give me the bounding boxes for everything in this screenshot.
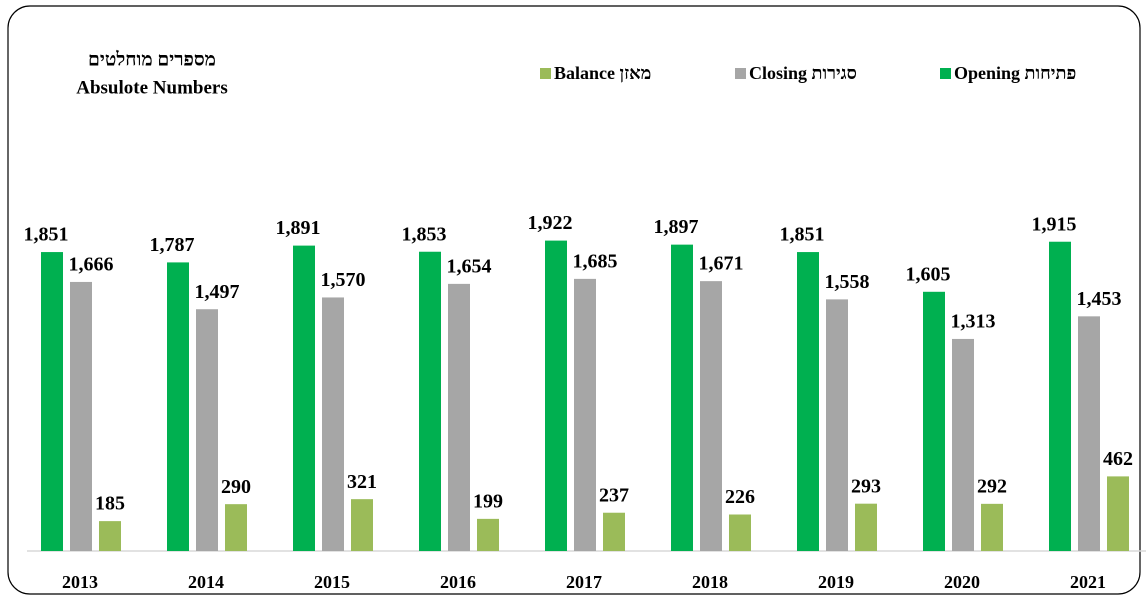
x-tick-label: 2014 — [188, 572, 224, 592]
data-label: 293 — [851, 475, 881, 497]
x-tick-label: 2019 — [818, 572, 854, 592]
bar — [1078, 316, 1100, 551]
data-label: 321 — [347, 471, 377, 493]
data-label: 1,851 — [24, 224, 69, 246]
bar — [1107, 476, 1129, 551]
bar — [574, 278, 596, 551]
data-label: 199 — [473, 490, 503, 512]
data-label: 237 — [599, 484, 629, 506]
bar — [671, 244, 693, 551]
data-label: 1,787 — [150, 234, 195, 256]
data-label: 1,897 — [654, 216, 699, 238]
bar — [700, 281, 722, 551]
bar — [729, 514, 751, 551]
x-tick-label: 2017 — [566, 572, 602, 592]
bar — [797, 252, 819, 551]
data-label: 185 — [95, 493, 125, 515]
data-label: 462 — [1103, 448, 1133, 470]
data-label: 1,313 — [951, 311, 996, 333]
x-tick-label: 2013 — [62, 572, 98, 592]
x-tick-label: 2021 — [1070, 572, 1106, 592]
x-tick-label: 2016 — [440, 572, 476, 592]
bar — [545, 240, 567, 552]
bar — [603, 512, 625, 551]
bar — [952, 338, 974, 551]
data-label: 226 — [725, 486, 755, 508]
bar — [855, 503, 877, 551]
data-label: 1,570 — [321, 269, 366, 291]
x-tick-label: 2018 — [692, 572, 728, 592]
chart-title: מספרים מוחלטים — [88, 49, 216, 70]
data-label: 1,915 — [1032, 213, 1077, 235]
data-label: 1,497 — [195, 281, 240, 303]
bar — [477, 518, 499, 551]
bar — [322, 297, 344, 551]
chart-subtitle: Absulote Numbers — [76, 77, 227, 98]
data-label: 1,654 — [447, 255, 492, 277]
bar — [1049, 241, 1071, 552]
bar — [351, 499, 373, 551]
bar — [41, 252, 63, 551]
bar — [99, 521, 121, 551]
legend-label: Opening פתיחות — [954, 63, 1076, 83]
data-label: 290 — [221, 476, 251, 498]
data-label: 1,685 — [573, 250, 618, 272]
bar — [167, 262, 189, 551]
bar — [923, 291, 945, 551]
bar — [293, 245, 315, 551]
legend-swatch — [735, 68, 746, 79]
bar — [225, 504, 247, 551]
legend-label: Closing סגירות — [749, 63, 857, 83]
bar — [70, 281, 92, 551]
bar — [196, 309, 218, 551]
bar — [981, 503, 1003, 551]
legend-swatch — [540, 68, 551, 79]
data-label: 1,851 — [780, 224, 825, 246]
data-label: 1,605 — [906, 263, 951, 285]
bar — [419, 251, 441, 552]
bar — [448, 283, 470, 551]
data-label: 1,671 — [699, 253, 744, 275]
x-tick-label: 2015 — [314, 572, 350, 592]
data-label: 1,922 — [528, 212, 573, 234]
legend-swatch — [940, 68, 951, 79]
x-tick-label: 2020 — [944, 572, 980, 592]
data-label: 1,853 — [402, 223, 447, 245]
data-label: 1,453 — [1077, 288, 1122, 310]
data-label: 292 — [977, 475, 1007, 497]
data-label: 1,666 — [69, 254, 114, 276]
data-label: 1,891 — [276, 217, 321, 239]
bar — [826, 299, 848, 551]
legend-label: Balance מאזן — [554, 63, 651, 83]
data-label: 1,558 — [825, 271, 870, 293]
